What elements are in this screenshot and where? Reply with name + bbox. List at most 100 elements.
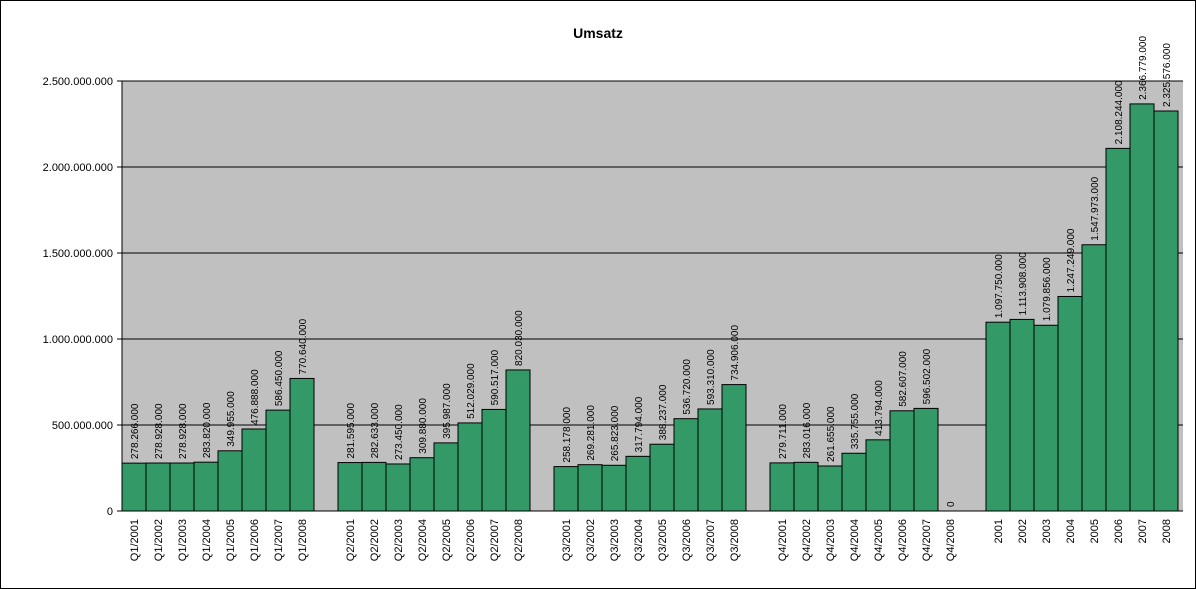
data-label: 596.502.000	[922, 348, 933, 404]
x-tick-label: Q1/2006	[249, 519, 261, 561]
x-tick-label: Q4/2003	[825, 519, 837, 561]
x-tick-label: Q3/2003	[609, 519, 621, 561]
data-label: 317.794.000	[634, 396, 645, 452]
x-tick-label: Q2/2007	[489, 519, 501, 561]
data-label: 586.450.000	[274, 350, 285, 406]
bar-q4-2006	[889, 410, 915, 512]
y-tick-label: 2.500.000.000	[43, 76, 113, 88]
data-label: 1.113.908.000	[1018, 252, 1029, 316]
data-label: 283.820.000	[202, 402, 213, 458]
data-label: 582.607.000	[898, 351, 909, 407]
bar-q4-2005	[865, 439, 891, 512]
x-tick-label: Q3/2006	[681, 519, 693, 561]
data-label: 1.097.750.000	[994, 254, 1005, 318]
bar-2006	[1105, 147, 1131, 512]
x-tick-label: Q3/2002	[585, 519, 597, 561]
y-tick-label: 1.500.000.000	[43, 248, 113, 260]
x-tick-label: Q4/2005	[873, 519, 885, 561]
x-tick-label: Q4/2006	[897, 519, 909, 561]
x-tick-label: Q2/2008	[513, 519, 525, 561]
bar-q1-2002	[145, 462, 171, 512]
bar-q3-2001	[553, 466, 579, 512]
bar-2005	[1081, 244, 1107, 512]
bar-q4-2002	[793, 461, 819, 512]
data-label: 734.906.000	[730, 325, 741, 381]
bar-q4-2003	[817, 465, 843, 512]
data-label: 309.880.000	[418, 398, 429, 454]
data-label: 536.720.000	[682, 359, 693, 415]
bar-q3-2004	[625, 455, 651, 512]
y-tick-label: 2.000.000.000	[43, 162, 113, 174]
x-tick-label: Q1/2005	[225, 519, 237, 561]
x-tick-label: Q2/2005	[441, 519, 453, 561]
data-label: 273.450.000	[394, 404, 405, 460]
data-label: 258.178.000	[562, 407, 573, 463]
bar-q1-2008	[289, 377, 315, 512]
x-tick-label: Q3/2007	[705, 519, 717, 561]
x-tick-label: 2008	[1161, 519, 1173, 543]
x-tick-label: Q2/2001	[345, 519, 357, 561]
chart-title: Umsatz	[573, 25, 623, 41]
data-label: 349.955.000	[226, 391, 237, 447]
data-label: 2.108.244.000	[1114, 80, 1125, 144]
data-label: 335.755.000	[850, 393, 861, 449]
bar-q4-2007	[913, 407, 939, 512]
data-label: 278.928.000	[178, 403, 189, 459]
bar-q1-2005	[217, 450, 243, 512]
bar-q2-2007	[481, 408, 507, 512]
data-label: 770.640.000	[298, 318, 309, 374]
x-tick-label: Q1/2002	[153, 519, 165, 561]
y-tick-label: 1.000.000.000	[43, 334, 113, 346]
data-label: 1.547.973.000	[1090, 176, 1101, 240]
bar-2001	[985, 321, 1011, 512]
x-tick-label: 2006	[1113, 519, 1125, 543]
bar-q2-2005	[433, 442, 459, 512]
x-tick-label: 2005	[1089, 519, 1101, 543]
data-label: 476.888.000	[250, 369, 261, 425]
data-label: 283.016.000	[802, 402, 813, 458]
bar-2007	[1129, 103, 1155, 512]
data-label: 1.079.856.000	[1042, 257, 1053, 321]
data-label: 1.247.249.000	[1066, 228, 1077, 292]
x-tick-label: Q4/2008	[945, 519, 957, 561]
bar-2004	[1057, 295, 1083, 512]
data-label: 0	[946, 501, 957, 507]
data-label: 281.595.000	[346, 403, 357, 459]
x-tick-label: 2001	[993, 519, 1005, 543]
x-tick-label: Q4/2001	[777, 519, 789, 561]
x-tick-label: 2003	[1041, 519, 1053, 543]
x-tick-label: Q4/2004	[849, 519, 861, 561]
bar-2003	[1033, 324, 1059, 512]
x-tick-label: Q2/2006	[465, 519, 477, 561]
bar-q2-2008	[505, 369, 531, 512]
x-tick-label: Q1/2001	[129, 519, 141, 561]
x-tick-label: Q1/2003	[177, 519, 189, 561]
bar-q1-2004	[193, 461, 219, 512]
bar-q4-2004	[841, 452, 867, 512]
x-tick-label: Q3/2004	[633, 519, 645, 561]
bar-2002	[1009, 318, 1035, 512]
bar-q2-2006	[457, 422, 483, 512]
bar-q4-2001	[769, 462, 795, 512]
data-label: 282.633.000	[370, 402, 381, 458]
bar-q2-2004	[409, 457, 435, 512]
x-tick-label: 2002	[1017, 519, 1029, 543]
bar-2008	[1153, 110, 1179, 512]
x-tick-label: Q3/2008	[729, 519, 741, 561]
x-tick-label: Q2/2002	[369, 519, 381, 561]
plot-area: 0 500.000.000 1.000.000.000 1.500.000.000 2.…	[43, 36, 1183, 561]
data-label: 820.030.000	[514, 310, 525, 366]
bar-q3-2007	[697, 408, 723, 512]
x-tick-label: 2004	[1065, 519, 1077, 543]
data-label: 2.325.576.000	[1162, 43, 1173, 107]
x-tick-label: Q1/2008	[297, 519, 309, 561]
bar-q3-2008	[721, 384, 747, 512]
x-tick-label: 2007	[1137, 519, 1149, 543]
bar-q1-2003	[169, 462, 195, 512]
x-tick-label: Q3/2001	[561, 519, 573, 561]
data-label: 590.517.000	[490, 349, 501, 405]
y-tick-label: 0	[107, 506, 113, 518]
bar-q3-2003	[601, 464, 627, 512]
data-label: 512.029.000	[466, 363, 477, 419]
